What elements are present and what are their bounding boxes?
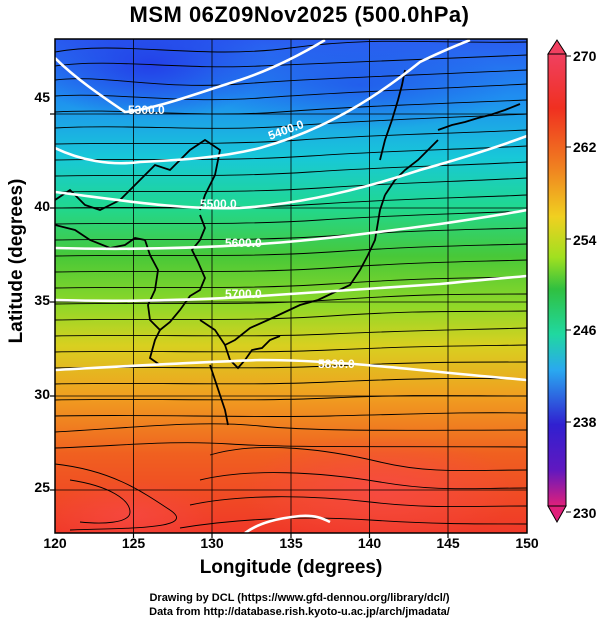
y-tick-label: 30: [34, 386, 50, 402]
y-tick-label: 35: [34, 292, 50, 308]
colorbar-tick-label: 238: [573, 414, 597, 430]
x-tick-label: 145: [436, 535, 460, 551]
credit-drawing: Drawing by DCL (https://www.gfd-dennou.o…: [149, 592, 450, 604]
colorbar-tick-label: 270: [573, 48, 597, 64]
contour-label: 5500.0: [200, 197, 237, 211]
contour-label: 5300.0: [128, 103, 165, 117]
y-tick-label: 25: [34, 479, 50, 495]
y-tick-label: 45: [34, 89, 50, 105]
height-contours: [55, 39, 527, 533]
x-tick-label: 150: [515, 535, 539, 551]
axis-ticks: [50, 113, 449, 538]
map-title: MSM 06Z09Nov2025 (500.0hPa): [129, 2, 470, 27]
colorbar: [547, 39, 571, 524]
colorbar-tick-label: 230: [573, 505, 597, 521]
colorbar-min-arrow: [547, 505, 567, 524]
y-tick-label: 40: [34, 198, 50, 214]
x-tick-label: 130: [200, 535, 224, 551]
contour-label: 5600.0: [225, 236, 262, 250]
contour-label: 5830.0: [318, 357, 355, 371]
x-tick-label: 125: [121, 535, 146, 551]
colorbar-tick-label: 254: [573, 232, 597, 248]
credit-data-source: Data from http://database.rish.kyoto-u.a…: [149, 606, 450, 618]
x-tick-label: 120: [43, 535, 67, 551]
contour-label: 5700.0: [225, 287, 262, 301]
temperature-field: [55, 39, 527, 533]
x-axis-label: Longitude (degrees): [199, 557, 383, 578]
colorbar-tick-label: 246: [573, 322, 597, 338]
colorbar-max-arrow: [547, 39, 567, 55]
wind-streamlines: [55, 40, 527, 531]
colorbar-tick-label: 262: [573, 139, 597, 155]
x-tick-label: 135: [279, 535, 303, 551]
colorbar-scale: [547, 53, 567, 507]
x-tick-label: 140: [357, 535, 382, 551]
